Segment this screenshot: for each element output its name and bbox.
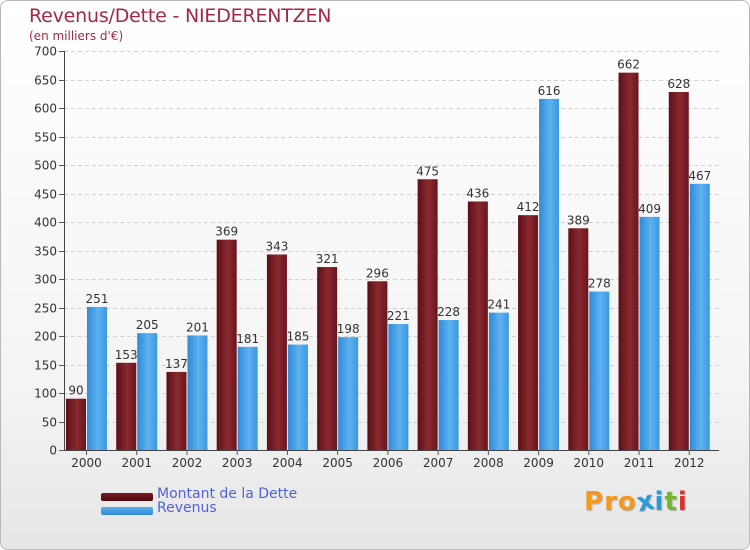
data-label-revenue: 241 — [487, 298, 510, 312]
x-tick-label: 2008 — [473, 456, 504, 470]
bar-revenue — [539, 98, 560, 450]
y-tick-label: 650 — [34, 74, 57, 88]
logo-letter: i — [654, 487, 665, 517]
bar-revenue — [689, 183, 710, 450]
bar-revenue — [338, 337, 359, 450]
data-label-revenue: 198 — [337, 322, 360, 336]
bar-debt — [266, 254, 287, 450]
y-tick-label: 150 — [34, 359, 57, 373]
bar-revenue — [87, 306, 107, 450]
y-tick-label: 350 — [34, 245, 57, 259]
data-label-debt: 90 — [68, 384, 83, 398]
x-tick-label: 2004 — [272, 456, 303, 470]
data-label-revenue: 201 — [186, 320, 209, 334]
y-tick-label: 0 — [49, 444, 57, 458]
data-label-debt: 153 — [115, 348, 138, 362]
y-tick-label: 400 — [34, 216, 57, 230]
logo-letter: t — [664, 487, 678, 517]
y-tick-label: 600 — [34, 102, 57, 116]
x-tick-label: 2005 — [322, 456, 353, 470]
bar-debt — [618, 72, 639, 450]
x-tick-label: 2009 — [523, 456, 554, 470]
data-label-revenue: 221 — [387, 309, 410, 323]
data-label-revenue: 185 — [286, 330, 309, 344]
y-tick-label: 250 — [34, 302, 57, 316]
data-label-debt: 412 — [517, 200, 540, 214]
y-tick-label: 300 — [34, 273, 57, 287]
y-tick-label: 500 — [34, 159, 57, 173]
bar-debt — [116, 362, 137, 450]
legend-swatch-debt — [101, 493, 153, 501]
data-label-revenue: 228 — [437, 305, 460, 319]
bar-revenue — [137, 333, 158, 450]
logo-letter: i — [677, 487, 688, 517]
x-tick-label: 2010 — [574, 456, 605, 470]
data-label-revenue: 409 — [638, 202, 661, 216]
proxiti-logo: Proxiti — [584, 485, 688, 518]
bar-debt — [166, 371, 187, 450]
data-label-debt: 343 — [265, 239, 288, 253]
bar-revenue — [589, 291, 610, 450]
x-tick-label: 2007 — [423, 456, 454, 470]
legend-label-revenue: Revenus — [157, 500, 217, 516]
data-label-revenue: 278 — [588, 277, 611, 291]
data-label-debt: 389 — [567, 213, 590, 227]
chart-subtitle: (en milliers d'€) — [29, 29, 124, 43]
bar-debt — [66, 398, 86, 450]
y-tick-label: 200 — [34, 330, 57, 344]
data-label-debt: 321 — [316, 252, 339, 266]
x-tick-label: 2011 — [624, 456, 655, 470]
bar-debt — [518, 215, 539, 450]
bar-revenue — [388, 324, 409, 450]
data-label-debt: 662 — [617, 58, 640, 72]
chart-title: Revenus/Dette - NIEDERENTZEN — [29, 5, 332, 27]
x-tick-label: 2003 — [222, 456, 253, 470]
bar-debt — [568, 228, 589, 450]
bar-debt — [367, 281, 388, 450]
data-label-revenue: 467 — [688, 169, 711, 183]
y-tick-label: 100 — [34, 387, 57, 401]
data-label-revenue: 616 — [538, 84, 561, 98]
data-label-debt: 137 — [165, 357, 188, 371]
x-tick-label: 2001 — [121, 456, 152, 470]
bar-revenue — [639, 216, 660, 450]
bar-revenue — [438, 320, 459, 450]
bar-debt — [467, 201, 488, 450]
legend-label-debt: Montant de la Dette — [157, 486, 298, 502]
bar-debt — [317, 267, 338, 450]
bar-debt — [216, 239, 237, 450]
bar-revenue — [187, 335, 208, 450]
legend-swatch-revenue — [101, 507, 153, 515]
logo-letter: r — [604, 487, 618, 517]
y-tick-label: 50 — [42, 416, 57, 430]
data-label-debt: 369 — [215, 225, 238, 239]
y-tick-label: 700 — [34, 45, 57, 59]
data-label-debt: 628 — [667, 77, 690, 91]
data-label-revenue: 181 — [236, 332, 259, 346]
y-tick-label: 450 — [34, 188, 57, 202]
bar-debt — [417, 179, 438, 450]
x-tick-label: 2000 — [71, 456, 102, 470]
bar-debt — [668, 92, 689, 450]
logo-letter: P — [584, 487, 605, 517]
bar-revenue — [237, 346, 258, 450]
data-label-revenue: 251 — [86, 292, 109, 306]
x-tick-label: 2012 — [674, 456, 705, 470]
x-tick-label: 2002 — [172, 456, 203, 470]
y-tick-label: 550 — [34, 131, 57, 145]
logo-letter: o — [617, 487, 637, 517]
data-label-debt: 296 — [366, 266, 389, 280]
data-label-debt: 475 — [416, 164, 439, 178]
bar-revenue — [488, 312, 509, 450]
bar-revenue — [287, 344, 308, 450]
data-label-revenue: 205 — [136, 318, 159, 332]
data-label-debt: 436 — [466, 186, 489, 200]
x-tick-label: 2006 — [373, 456, 404, 470]
